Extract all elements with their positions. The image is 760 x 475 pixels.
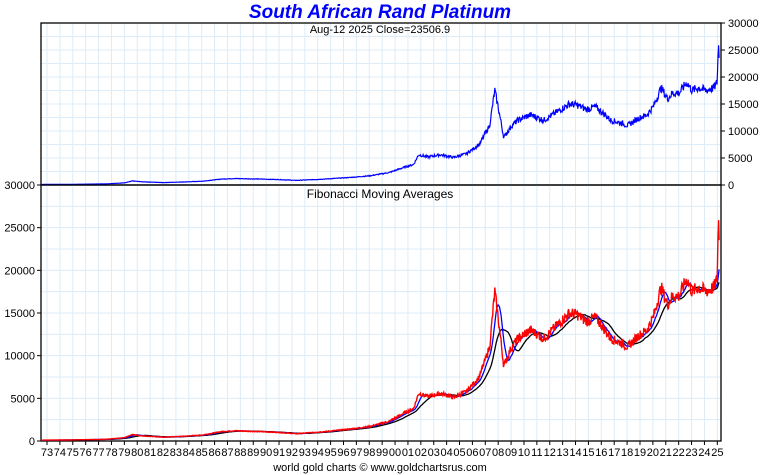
- y-tick-label: 15000: [728, 99, 759, 111]
- x-tick-label: 92: [286, 447, 298, 459]
- x-tick-label: 06: [466, 447, 478, 459]
- x-tick-label: 09: [505, 447, 517, 459]
- chart-subtitle: Aug-12 2025 Close=23506.9: [309, 24, 451, 36]
- x-tick-label: 94: [312, 447, 324, 459]
- x-tick-label: 19: [634, 447, 646, 459]
- x-tick-label: 82: [157, 447, 169, 459]
- x-tick-label: 14: [569, 447, 581, 459]
- x-tick-label: 79: [118, 447, 130, 459]
- panel-2: 0 5000 10000 15000 20000 25000 30000: [4, 180, 722, 448]
- y-tick-label: 15000: [4, 308, 35, 320]
- x-tick-label: 80: [131, 447, 143, 459]
- x-tick-label: 96: [337, 447, 349, 459]
- footer-credit: world gold charts © www.goldchartsrus.co…: [273, 462, 487, 474]
- x-tick-label: 73: [41, 447, 53, 459]
- x-tick-label: 98: [363, 447, 375, 459]
- price-line: [41, 220, 720, 441]
- x-tick-label: 89: [247, 447, 259, 459]
- x-tick-label: 87: [221, 447, 233, 459]
- x-tick-label: 24: [698, 447, 710, 459]
- y-tick-label: 5000: [11, 393, 35, 405]
- y-tick-label: 20000: [728, 72, 759, 84]
- x-tick-label: 25: [711, 447, 723, 459]
- chart-title: South African Rand Platinum: [248, 2, 512, 23]
- x-tick-label: 17: [608, 447, 620, 459]
- x-tick-label: 93: [299, 447, 311, 459]
- x-tick-label: 21: [660, 447, 672, 459]
- y-tick-label: 10000: [4, 351, 35, 363]
- x-tick-label: 02: [415, 447, 427, 459]
- x-tick-label: 86: [208, 447, 220, 459]
- y-tick-label: 20000: [4, 265, 35, 277]
- x-tick-label: 01: [402, 447, 414, 459]
- panel-1: 0 5000 10000 15000 20000 25000 30000: [40, 18, 759, 192]
- x-tick-label: 85: [196, 447, 208, 459]
- x-tick-label: 88: [234, 447, 246, 459]
- price-line: [41, 45, 720, 186]
- x-tick-label: 16: [595, 447, 607, 459]
- x-tick-label: 00: [389, 447, 401, 459]
- x-tick-label: 18: [621, 447, 633, 459]
- x-tick-label: 90: [260, 447, 272, 459]
- x-tick-label: 81: [144, 447, 156, 459]
- x-tick-label: 20: [647, 447, 659, 459]
- y-tick-label: 30000: [728, 18, 759, 30]
- x-tick-label: 04: [440, 447, 452, 459]
- x-tick-label: 77: [92, 447, 104, 459]
- x-tick-label: 97: [350, 447, 362, 459]
- x-tick-label: 91: [273, 447, 285, 459]
- x-tick-label: 10: [518, 447, 530, 459]
- x-tick-label: 15: [582, 447, 594, 459]
- x-tick-label: 99: [376, 447, 388, 459]
- y-tick-label: 5000: [728, 153, 752, 165]
- x-tick-label: 12: [544, 447, 556, 459]
- x-tick-label: 23: [685, 447, 697, 459]
- x-tick-label: 83: [170, 447, 182, 459]
- x-tick-label: 22: [673, 447, 685, 459]
- y-tick-label: 30000: [4, 180, 35, 192]
- lower-panel-title: Fibonacci Moving Averages: [306, 187, 454, 201]
- x-tick-label: 11: [531, 447, 542, 459]
- x-tick-label: 74: [54, 447, 66, 459]
- long-ma-line: [41, 282, 720, 441]
- x-tick-label: 76: [80, 447, 92, 459]
- x-tick-label: 13: [557, 447, 569, 459]
- x-tick-label: 03: [428, 447, 440, 459]
- x-tick-label: 05: [453, 447, 465, 459]
- x-tick-label: 95: [324, 447, 336, 459]
- x-tick-label: 08: [492, 447, 504, 459]
- y-tick-label: 25000: [4, 223, 35, 235]
- x-tick-label: 75: [67, 447, 79, 459]
- y-tick-label: 10000: [728, 126, 759, 138]
- y-tick-label: 0: [728, 180, 734, 192]
- x-tick-label: 84: [183, 447, 195, 459]
- x-tick-label: 78: [105, 447, 117, 459]
- y-tick-label: 25000: [728, 45, 759, 57]
- short-ma-line: [41, 269, 720, 441]
- y-tick-label: 0: [29, 436, 35, 448]
- x-tick-label: 07: [479, 447, 491, 459]
